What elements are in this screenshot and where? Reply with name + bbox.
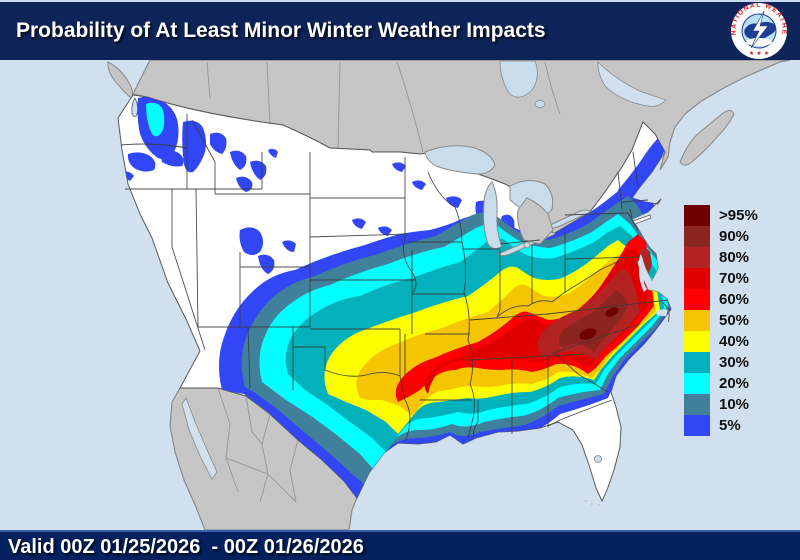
band-90 — [558, 290, 628, 352]
legend-label: 5% — [719, 417, 741, 434]
lake-okeechobee — [594, 455, 602, 463]
legend: >95% 90% 80% 70% 60% 50% 40% 30% 20% 10% 5% — [684, 205, 758, 436]
valid-time-text: Valid 00Z 01/25/2026 - 00Z 01/26/2026 — [8, 535, 364, 558]
legend-label: 60% — [719, 291, 750, 308]
legend-row: 70% — [684, 268, 758, 289]
state-borders — [120, 114, 669, 443]
us-probability-map — [0, 60, 800, 530]
footer-bar: Valid 00Z 01/25/2026 - 00Z 01/26/2026 — [0, 530, 800, 560]
nws-logo-cloud — [746, 38, 772, 46]
legend-row: 5% — [684, 415, 758, 436]
legend-swatch — [684, 415, 710, 436]
legend-swatch — [684, 352, 710, 373]
legend-label: 90% — [719, 228, 750, 245]
pamlico-sound — [655, 309, 668, 317]
legend-row: 90% — [684, 226, 758, 247]
legend-label: 10% — [719, 396, 750, 413]
legend-swatch — [684, 289, 710, 310]
lake-st-clair — [523, 241, 531, 249]
great-lakes — [424, 145, 591, 257]
legend-swatch — [684, 226, 710, 247]
lake-winnipeg — [499, 60, 538, 98]
legend-row: 20% — [684, 373, 758, 394]
legend-swatch — [684, 268, 710, 289]
lake-superior — [424, 145, 496, 175]
legend-row: 50% — [684, 310, 758, 331]
page-title: Probability of At Least Minor Winter Wea… — [16, 19, 546, 42]
legend-label: 50% — [719, 312, 750, 329]
nws-logo-stars: ★ ★ ★ — [749, 50, 769, 57]
legend-swatch — [684, 373, 710, 394]
legend-row: 30% — [684, 352, 758, 373]
legend-label: 80% — [719, 249, 750, 266]
mexico-state-borders — [217, 387, 299, 503]
southern-ontario — [517, 197, 554, 245]
province-borders — [206, 61, 561, 153]
nova-scotia — [679, 110, 735, 166]
header-bar: Probability of At Least Minor Winter Wea… — [0, 2, 800, 60]
legend-swatch — [684, 310, 710, 331]
legend-label: 70% — [719, 270, 750, 287]
nws-logo: NATIONAL WEATHER SERVICE ★ ★ ★ — [0, 2, 790, 59]
puget-sound — [131, 97, 139, 117]
legend-label: >95% — [719, 207, 758, 224]
florida-keys — [584, 499, 601, 507]
legend-label: 30% — [719, 354, 750, 371]
legend-swatch — [684, 247, 710, 268]
legend-row: 40% — [684, 331, 758, 352]
canada-lake — [534, 100, 546, 108]
legend-swatch — [684, 331, 710, 352]
st-lawrence-water — [597, 61, 667, 107]
legend-swatch — [684, 394, 710, 415]
legend-label: 40% — [719, 333, 750, 350]
chesapeake-bay — [638, 254, 647, 292]
nws-logo-lightning-icon — [750, 10, 769, 49]
gulf-of-california — [181, 397, 218, 480]
legend-label: 20% — [719, 375, 750, 392]
legend-row: 80% — [684, 247, 758, 268]
legend-swatch — [684, 205, 710, 226]
lake-michigan — [483, 181, 503, 250]
legend-row: >95% — [684, 205, 758, 226]
probability-bands — [122, 96, 671, 500]
band-95 — [579, 307, 619, 340]
outer-banks — [661, 301, 670, 323]
legend-row: 10% — [684, 394, 758, 415]
legend-row: 60% — [684, 289, 758, 310]
